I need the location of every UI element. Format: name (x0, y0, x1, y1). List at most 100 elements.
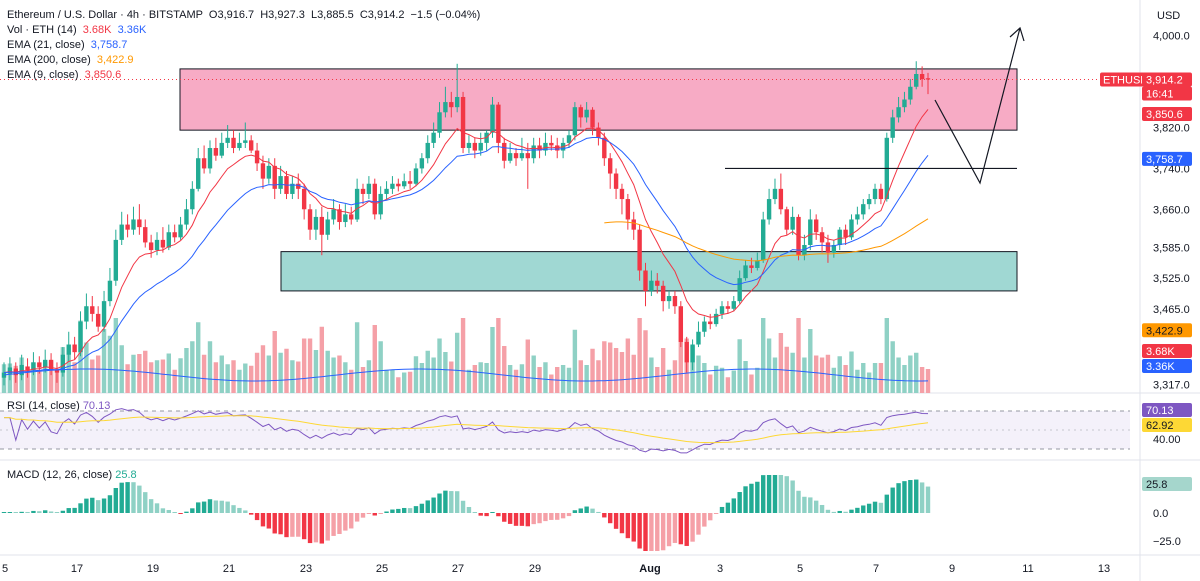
candle-body[interactable] (160, 239, 166, 248)
candle-body[interactable] (496, 104, 501, 143)
candle-body[interactable] (843, 229, 848, 238)
candle-body[interactable] (643, 270, 648, 291)
candle-body[interactable] (519, 153, 525, 159)
candle-body[interactable] (207, 148, 213, 169)
candle-body[interactable] (278, 176, 283, 189)
rsi-title[interactable]: RSI (14, close) 70.13 (7, 400, 110, 412)
candle-body[interactable] (454, 96, 460, 108)
candle-body[interactable] (378, 193, 383, 215)
candle-body[interactable] (631, 219, 636, 230)
candle-body[interactable] (360, 188, 366, 194)
candle-body[interactable] (625, 199, 631, 220)
candle-body[interactable] (584, 109, 589, 118)
candle-body[interactable] (878, 188, 884, 200)
candle-body[interactable] (896, 107, 901, 118)
candle-body[interactable] (672, 296, 678, 307)
candle-body[interactable] (666, 296, 672, 302)
candle-body[interactable] (772, 188, 778, 200)
candle-body[interactable] (737, 278, 742, 302)
candle-body[interactable] (784, 209, 789, 230)
candle-body[interactable] (549, 142, 554, 146)
candle-body[interactable] (331, 209, 336, 220)
candle-body[interactable] (1, 372, 7, 378)
candle-body[interactable] (119, 224, 124, 240)
candle-body[interactable] (166, 232, 171, 248)
candle-body[interactable] (578, 107, 583, 118)
candle-body[interactable] (366, 183, 372, 194)
candle-body[interactable] (201, 158, 207, 169)
candle-body[interactable] (78, 321, 83, 353)
candle-body[interactable] (761, 219, 766, 261)
candle-body[interactable] (231, 137, 236, 149)
candle-body[interactable] (696, 331, 701, 345)
candle-body[interactable] (307, 209, 313, 230)
candle-body[interactable] (137, 219, 142, 228)
candle-body[interactable] (607, 158, 613, 174)
candle-body[interactable] (419, 158, 425, 169)
currency-label[interactable]: USD (1157, 10, 1181, 22)
candle-body[interactable] (566, 135, 572, 143)
candle-body[interactable] (866, 199, 872, 205)
legend-volume-row[interactable]: Vol · ETH (14) 3.68K 3.36K (7, 23, 480, 38)
ema21-line[interactable] (3, 137, 929, 374)
symbol-title[interactable]: Ethereum / U.S. Dollar · 4h · BITSTAMP (7, 9, 203, 21)
candle-body[interactable] (266, 165, 272, 179)
candle-body[interactable] (225, 137, 230, 143)
candle-body[interactable] (354, 188, 360, 220)
candle-body[interactable] (402, 181, 407, 187)
candle-body[interactable] (872, 188, 878, 200)
candle-body[interactable] (154, 239, 160, 251)
candle-body[interactable] (296, 183, 301, 189)
candle-body[interactable] (825, 242, 831, 253)
candle-body[interactable] (572, 107, 578, 136)
candle-body[interactable] (702, 321, 707, 332)
candle-body[interactable] (101, 301, 107, 327)
candle-body[interactable] (143, 227, 148, 243)
candle-body[interactable] (466, 142, 472, 149)
rsi-line[interactable] (4, 408, 929, 454)
candle-body[interactable] (637, 229, 642, 271)
candle-body[interactable] (31, 362, 36, 371)
candle-body[interactable] (590, 109, 595, 128)
candle-body[interactable] (684, 341, 689, 363)
candle-body[interactable] (813, 219, 819, 233)
candle-body[interactable] (749, 265, 754, 268)
candle-body[interactable] (396, 183, 401, 187)
rsi-ma-line[interactable] (4, 415, 929, 444)
candle-body[interactable] (60, 354, 66, 373)
candle-body[interactable] (655, 280, 660, 286)
candle-body[interactable] (431, 132, 436, 143)
candle-body[interactable] (66, 344, 71, 355)
ema9-line[interactable] (3, 109, 929, 374)
candle-body[interactable] (243, 140, 248, 143)
candle-body[interactable] (148, 242, 154, 251)
candle-body[interactable] (755, 260, 760, 268)
candle-body[interactable] (196, 158, 201, 189)
candle-body[interactable] (613, 173, 619, 189)
candle-body[interactable] (819, 232, 825, 243)
candle-body[interactable] (54, 370, 60, 373)
candle-body[interactable] (602, 137, 607, 159)
candle-body[interactable] (502, 142, 507, 161)
candle-body[interactable] (125, 224, 130, 230)
legend-ema9-row[interactable]: EMA (9, close) 3,850.6 (7, 68, 480, 83)
candle-body[interactable] (507, 153, 513, 161)
candle-body[interactable] (490, 104, 495, 133)
candle-body[interactable] (902, 99, 907, 108)
candle-body[interactable] (190, 188, 195, 210)
candle-body[interactable] (319, 216, 325, 235)
candle-body[interactable] (831, 244, 837, 253)
candle-body[interactable] (131, 219, 136, 230)
candle-body[interactable] (407, 181, 413, 184)
candle-body[interactable] (790, 216, 795, 230)
candle-body[interactable] (778, 188, 784, 210)
candle-body[interactable] (290, 183, 295, 194)
candle-body[interactable] (731, 301, 736, 309)
candle-body[interactable] (543, 142, 548, 151)
legend-ema21-row[interactable]: EMA (21, close) 3,758.7 (7, 38, 480, 53)
projection-path[interactable] (934, 27, 1021, 185)
candle-body[interactable] (172, 232, 177, 238)
candle-body[interactable] (184, 209, 189, 225)
candle-body[interactable] (861, 204, 866, 215)
